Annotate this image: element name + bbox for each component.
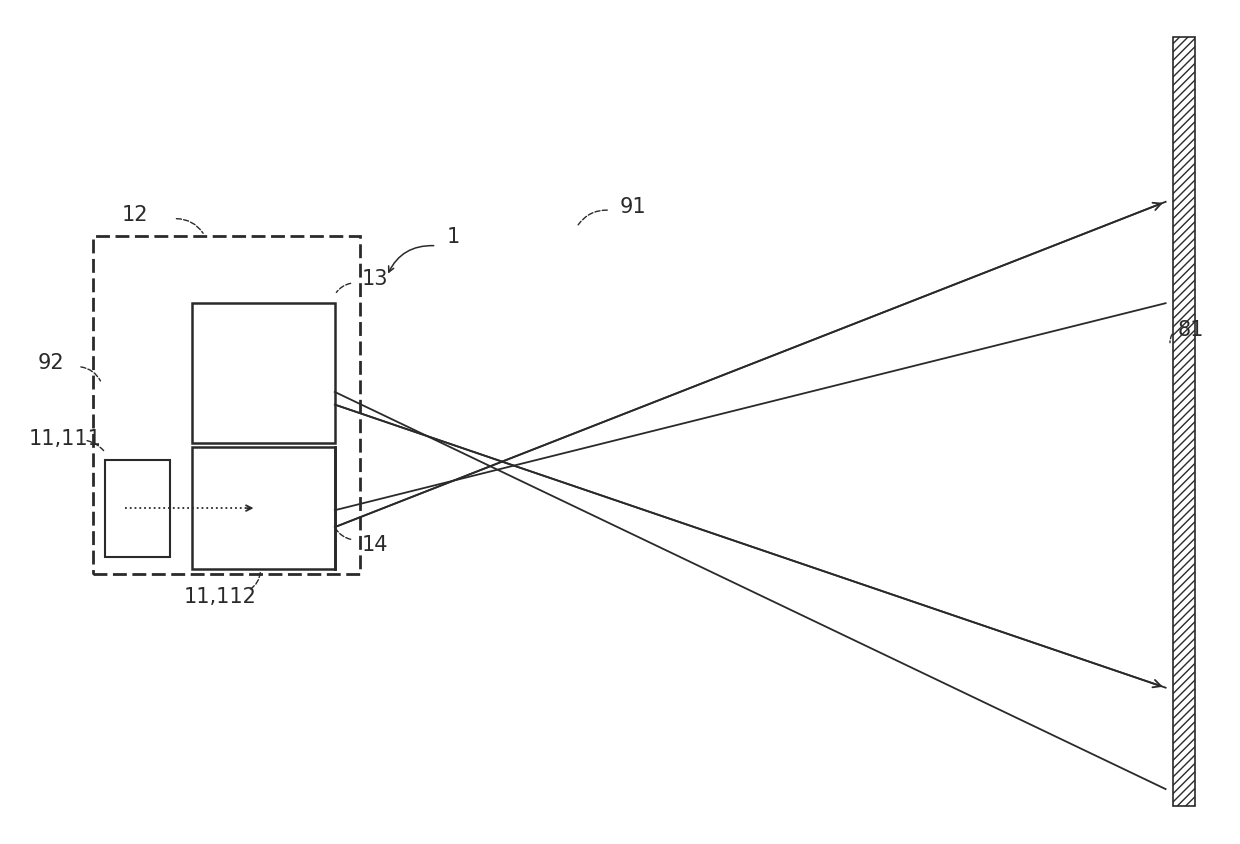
- Bar: [1173, 38, 1195, 806]
- Text: 11,112: 11,112: [184, 587, 257, 607]
- Text: 11,111: 11,111: [29, 429, 102, 449]
- Bar: [192, 447, 335, 570]
- Text: 14: 14: [362, 534, 388, 555]
- Text: 91: 91: [620, 197, 646, 217]
- Text: 1: 1: [446, 226, 460, 246]
- Text: 12: 12: [122, 205, 148, 225]
- Text: 92: 92: [37, 353, 63, 373]
- Text: 81: 81: [1178, 319, 1204, 339]
- Bar: [93, 236, 360, 574]
- Bar: [105, 460, 170, 557]
- Text: 13: 13: [362, 268, 388, 289]
- Bar: [192, 304, 335, 443]
